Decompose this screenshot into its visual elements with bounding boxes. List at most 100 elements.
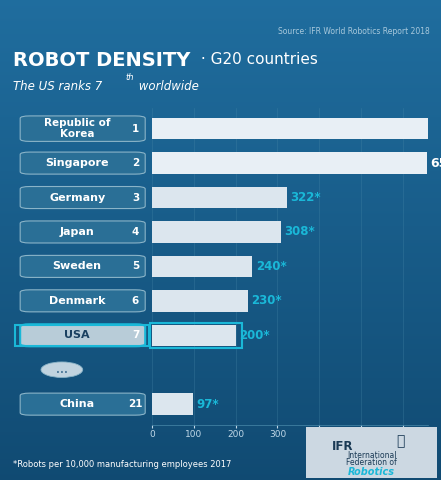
Bar	[0, 176, 441, 178]
Bar	[0, 163, 441, 165]
Text: Denmark: Denmark	[49, 296, 105, 306]
Bar	[0, 385, 441, 387]
Bar	[0, 315, 441, 317]
Text: The US ranks 7: The US ranks 7	[13, 80, 102, 93]
Bar	[0, 426, 441, 427]
Bar	[0, 123, 441, 125]
Bar	[0, 189, 441, 191]
Bar	[0, 239, 441, 240]
Bar	[152, 187, 287, 208]
Text: 6: 6	[132, 296, 139, 306]
Bar	[0, 474, 441, 475]
Bar	[0, 58, 441, 59]
Bar	[0, 459, 441, 461]
Bar	[0, 373, 441, 374]
Bar	[0, 184, 441, 186]
Bar	[0, 326, 441, 328]
Bar	[0, 138, 441, 139]
Bar	[0, 136, 441, 138]
Bar	[0, 128, 441, 130]
Bar	[0, 325, 441, 326]
Text: USA: USA	[64, 330, 90, 340]
Text: International: International	[347, 451, 396, 460]
Bar	[0, 117, 441, 119]
Bar	[0, 42, 441, 43]
Bar	[0, 368, 441, 370]
Bar	[0, 206, 441, 208]
Bar	[0, 77, 441, 78]
Bar	[0, 198, 441, 200]
Bar	[0, 398, 441, 400]
Bar	[152, 256, 252, 277]
Bar	[0, 38, 441, 40]
Bar	[0, 56, 441, 58]
Bar	[0, 61, 441, 62]
Bar	[0, 107, 441, 109]
Bar	[0, 99, 441, 101]
Bar	[0, 21, 441, 23]
Bar	[0, 287, 441, 288]
Bar	[0, 240, 441, 241]
Bar	[0, 226, 441, 227]
Bar	[0, 251, 441, 253]
Bar	[0, 457, 441, 459]
Bar	[0, 448, 441, 450]
Bar	[0, 121, 441, 123]
Bar	[0, 413, 441, 414]
Bar	[0, 289, 441, 291]
Text: *Robots per 10,000 manufacturing employees 2017: *Robots per 10,000 manufacturing employe…	[13, 460, 232, 469]
Text: 7: 7	[132, 330, 139, 340]
Text: Japan: Japan	[60, 227, 94, 237]
Bar	[0, 182, 441, 184]
Bar	[0, 165, 441, 167]
Bar	[0, 1, 441, 3]
Bar	[0, 179, 441, 181]
Bar	[152, 221, 281, 243]
Text: Robotics: Robotics	[348, 467, 395, 477]
Bar	[0, 432, 441, 433]
Bar	[0, 293, 441, 294]
Bar	[0, 243, 441, 245]
Bar	[0, 277, 441, 278]
Bar	[0, 24, 441, 25]
Bar	[0, 145, 441, 147]
Bar	[0, 19, 441, 21]
Bar	[0, 14, 441, 16]
Bar	[0, 101, 441, 102]
Bar	[152, 118, 441, 139]
Bar	[0, 178, 441, 179]
Bar	[0, 27, 441, 29]
Bar	[0, 272, 441, 274]
Bar	[0, 230, 441, 232]
Bar	[0, 112, 441, 114]
Bar	[0, 18, 441, 19]
Bar	[0, 95, 441, 96]
Bar	[0, 264, 441, 265]
Bar	[0, 464, 441, 466]
Bar	[0, 235, 441, 237]
Text: 322*: 322*	[290, 191, 321, 204]
Bar	[0, 357, 441, 359]
Bar	[0, 195, 441, 197]
Bar	[0, 258, 441, 259]
Bar	[0, 363, 441, 365]
Text: Republic of
Korea: Republic of Korea	[44, 118, 110, 139]
Bar	[0, 470, 441, 472]
Bar	[0, 115, 441, 117]
Bar	[0, 288, 441, 289]
Bar	[0, 120, 441, 121]
Bar	[0, 433, 441, 435]
Bar	[0, 96, 441, 97]
Bar	[0, 229, 441, 230]
Text: Source: IFR World Robotics Report 2018: Source: IFR World Robotics Report 2018	[278, 27, 430, 36]
Bar	[0, 407, 441, 408]
Bar	[0, 169, 441, 171]
Bar	[0, 64, 441, 66]
Bar	[0, 453, 441, 455]
Bar	[0, 25, 441, 27]
Bar	[0, 119, 441, 120]
Bar	[0, 155, 441, 157]
Bar	[0, 16, 441, 18]
Bar	[0, 330, 441, 331]
Bar	[0, 202, 441, 203]
